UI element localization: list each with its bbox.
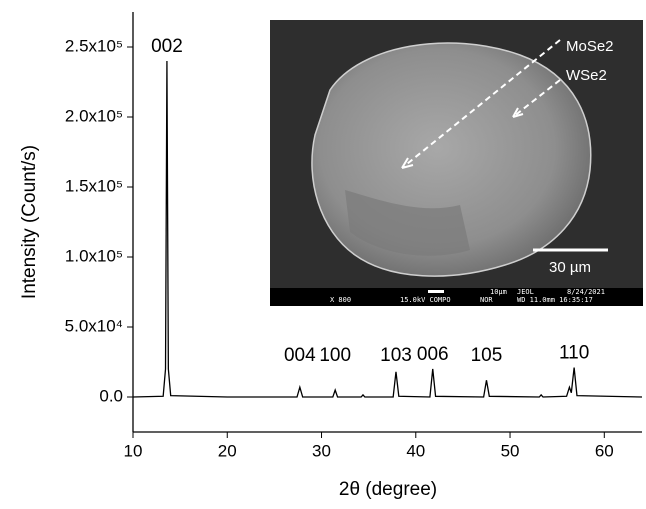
x-tick-label: 20 — [218, 441, 237, 460]
footer-text: 10µm — [490, 288, 507, 296]
inset-label: WSe2 — [566, 67, 607, 84]
y-tick-label: 2.0x10⁵ — [65, 106, 123, 125]
x-tick-label: 40 — [406, 441, 425, 460]
peak-label: 006 — [417, 344, 449, 365]
x-tick-label: 10 — [124, 441, 143, 460]
chart: MoSe2 WSe2 30 µm X 800 15.0kV COMPO NOR … — [0, 0, 646, 504]
inset-label: MoSe2 — [566, 38, 614, 55]
footer-text: JEOL — [517, 288, 534, 296]
footer-bar — [428, 290, 444, 293]
y-tick-label: 1.0x10⁵ — [65, 246, 123, 265]
x-tick-label: 50 — [501, 441, 520, 460]
y-tick-label: 2.5x10⁵ — [65, 36, 123, 55]
peak-label: 004 — [284, 345, 316, 366]
footer-text: 8/24/2021 — [567, 288, 605, 296]
footer-text: WD 11.0mm 16:35:17 — [517, 296, 593, 304]
y-axis-title: Intensity (Count/s) — [19, 145, 40, 299]
peak-label: 103 — [380, 345, 412, 366]
scale-label: 30 µm — [549, 259, 591, 276]
peak-label: 100 — [319, 345, 351, 366]
x-tick-label: 30 — [312, 441, 331, 460]
footer-text: NOR — [480, 296, 493, 304]
page: MoSe2 WSe2 30 µm X 800 15.0kV COMPO NOR … — [0, 0, 646, 509]
y-tick-label: 1.5x10⁵ — [65, 176, 123, 195]
footer-text: 15.0kV COMPO — [400, 296, 451, 304]
x-axis-title: 2θ (degree) — [339, 479, 437, 500]
peak-label: 110 — [559, 343, 589, 364]
peak-label: 105 — [471, 345, 503, 366]
y-tick-label: 5.0x10⁴ — [65, 316, 123, 335]
footer-text: X 800 — [330, 296, 351, 304]
x-tick-label: 60 — [595, 441, 614, 460]
y-tick-label: 0.0 — [99, 386, 123, 405]
peak-label: 002 — [151, 36, 183, 57]
inset-image: MoSe2 WSe2 30 µm X 800 15.0kV COMPO NOR … — [270, 20, 643, 306]
